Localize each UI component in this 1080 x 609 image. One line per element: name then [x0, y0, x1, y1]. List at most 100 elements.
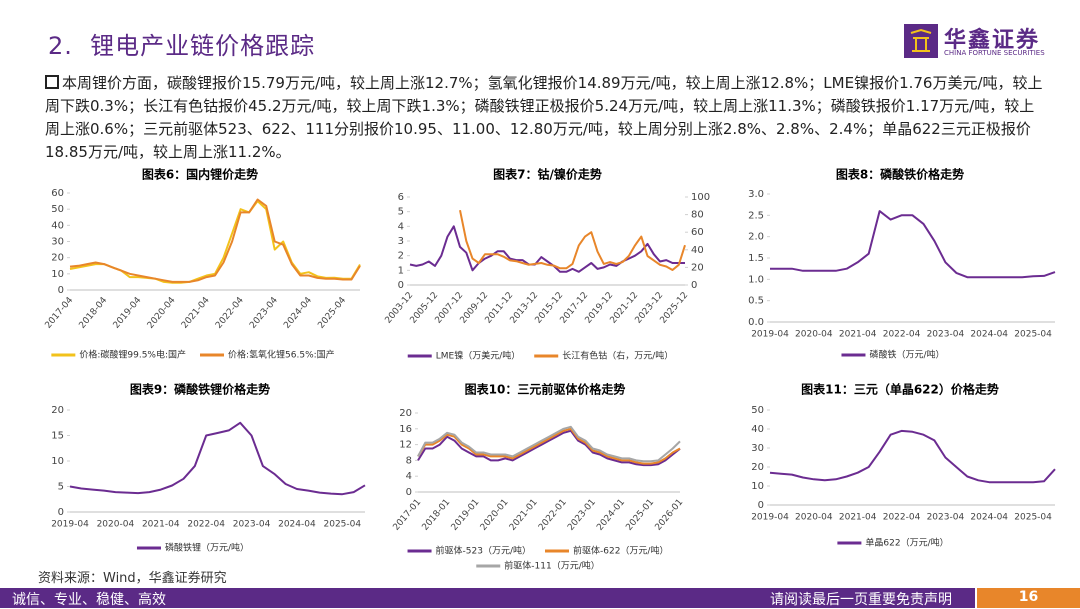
- legend-label: LME镍（万美元/吨）: [436, 350, 521, 362]
- legend: LME镍（万美元/吨） 长江有色钴（右，万元/吨）: [407, 350, 673, 362]
- legend-item: 前驱体-523（万元/吨）: [407, 545, 531, 557]
- y-tick-label: 10: [751, 481, 764, 492]
- x-tick-label: 2025-04: [324, 520, 362, 530]
- source: 资料来源：Wind，华鑫证券研究: [38, 571, 227, 586]
- y-tick-label: 80: [691, 210, 704, 221]
- y-tick-label: 8: [406, 455, 412, 466]
- legend-item: 单晶622（万元/吨）: [837, 537, 949, 549]
- y-tick-label: 40: [751, 424, 764, 435]
- summary-text: 本周锂价方面，碳酸锂报价15.79万元/吨，较上周上涨12.7%；氢氧化锂报价1…: [45, 74, 1043, 161]
- y-tick-label: 30: [751, 443, 764, 454]
- y-tick-label: 4: [406, 471, 412, 482]
- y-tick-label: 20: [51, 253, 64, 264]
- legend-label: 价格:碳酸锂99.5%电:国产: [79, 349, 186, 361]
- legend-item: 价格:氢氧化锂56.5%:国产: [200, 349, 335, 361]
- legend: 前驱体-523（万元/吨） 前驱体-622（万元/吨） 前驱体-111（万元/吨）: [407, 545, 668, 572]
- footer-disclaimer: 请阅读最后一页重要免责声明: [770, 592, 952, 608]
- y-tick-label: 20: [51, 405, 64, 416]
- legend-item: 磷酸铁（万元/吨）: [841, 349, 945, 361]
- y-tick-label: 40: [691, 245, 704, 256]
- y-tick-label: 0: [758, 500, 764, 511]
- x-tick-label: 2019-04: [51, 520, 89, 530]
- y-tick-label: 16: [399, 424, 412, 435]
- x-tick-label: 2022-04: [883, 330, 921, 340]
- y-tick-label: 4: [398, 221, 404, 232]
- series-line: [770, 210, 1056, 279]
- summary: 本周锂价方面，碳酸锂报价15.79万元/吨，较上周上涨12.7%；氢氧化锂报价1…: [45, 72, 1045, 164]
- x-tick-label: 2023-04: [233, 520, 271, 530]
- y-tick-label: 10: [51, 269, 64, 280]
- x-tick-label: 2021-04: [839, 513, 877, 523]
- y-tick-label: 40: [51, 220, 64, 231]
- x-tick-label: 2017-04: [43, 295, 75, 330]
- y-tick-label: 0: [58, 507, 64, 518]
- y-tick-label: 30: [51, 237, 64, 248]
- chart-title: 图表11：三元（单晶622）价格走势: [801, 382, 999, 397]
- series-line: [69, 200, 361, 284]
- x-tick-label: 2020-04: [795, 330, 833, 340]
- y-tick-label: 2: [398, 251, 404, 262]
- y-tick-label: 0: [58, 285, 64, 296]
- series-line: [459, 209, 686, 271]
- x-tick-label: 2024-04: [970, 330, 1008, 340]
- x-tick-label: 2024-04: [282, 295, 314, 330]
- y-tick-label: 6: [398, 192, 404, 203]
- y-tick-label: 2.0: [748, 232, 764, 243]
- page-title: 2. 锂电产业链价格跟踪: [48, 32, 316, 60]
- y-tick-label: 10: [51, 456, 64, 467]
- y-tick-label: 60: [51, 188, 64, 199]
- logo-subtitle: CHINA FORTUNE SECURITIES: [944, 49, 1045, 57]
- x-tick-label: 2020-04: [795, 513, 833, 523]
- chart: 图表7：钴/镍价走势01234560204060801002003-122005…: [383, 167, 710, 362]
- legend-item: 前驱体-622（万元/吨）: [545, 545, 668, 557]
- y-tick-label: 0: [406, 487, 412, 498]
- y-tick-label: 1: [398, 265, 404, 276]
- y-tick-label: 0: [398, 280, 404, 291]
- series-line: [417, 427, 681, 465]
- x-tick-label: 2025-04: [316, 295, 348, 330]
- logo-icon: [904, 24, 938, 58]
- y-tick-label: 0: [691, 280, 697, 291]
- legend-label: 前驱体-622（万元/吨）: [573, 545, 668, 557]
- x-tick-label: 2024-04: [970, 513, 1008, 523]
- y-tick-label: 3.0: [748, 189, 764, 200]
- chart: 图表8：磷酸铁价格走势 0.0 0.5 1.0 1.5 2.0 2.5 3.0 2019-04 2…: [748, 167, 1056, 361]
- chart: 图表6：国内锂价走势 0 10 20 30 40 50 60 2017-04 2018-04 201…: [43, 167, 361, 361]
- x-tick-label: 2019-04: [751, 330, 789, 340]
- page-number-box: [977, 588, 1080, 608]
- x-tick-label: 2022-04: [883, 513, 921, 523]
- chart-title: 图表7：钴/镍价走势: [493, 167, 602, 182]
- chart: 图表10：三元前驱体价格走势 0 4 8 12 16 20 2017-012018-01201…: [391, 382, 685, 572]
- x-tick-label: 2021-04: [839, 330, 877, 340]
- footer-slogan: 诚信、专业、稳健、高效: [12, 592, 166, 608]
- y-tick-label: 12: [399, 440, 412, 451]
- legend-label: 长江有色钴（右，万元/吨）: [562, 350, 673, 362]
- series-line: [769, 429, 1056, 484]
- x-tick-label: 2017-01: [391, 498, 423, 533]
- series-line: [417, 425, 681, 463]
- y-tick-label: 60: [691, 227, 704, 238]
- legend-label: 单晶622（万元/吨）: [865, 537, 948, 549]
- y-tick-label: 3: [398, 236, 404, 247]
- legend: 单晶622（万元/吨）: [837, 537, 949, 549]
- x-tick-label: 2023-04: [927, 513, 965, 523]
- y-tick-label: 0.5: [748, 296, 764, 307]
- legend: 价格:碳酸锂99.5%电:国产 价格:氢氧化锂56.5%:国产: [51, 349, 335, 361]
- y-tick-label: 0.0: [748, 317, 764, 328]
- y-tick-label: 20: [399, 408, 412, 419]
- chart: 图表9：磷酸铁锂价格走势 0 5 10 15 20 2019-04 2020-04 2021-0…: [51, 382, 366, 554]
- series-line: [409, 225, 685, 273]
- legend-item: LME镍（万美元/吨）: [407, 350, 521, 362]
- x-tick-label: 2025-04: [1014, 330, 1052, 340]
- y-tick-label: 15: [51, 431, 64, 442]
- legend-item: 价格:碳酸锂99.5%电:国产: [51, 349, 186, 361]
- y-tick-label: 50: [751, 405, 764, 416]
- legend-label: 磷酸铁（万元/吨）: [869, 349, 944, 361]
- legend-label: 磷酸铁锂（万元/吨）: [165, 542, 249, 554]
- x-tick-label: 2021-01: [508, 498, 540, 533]
- y-tick-label: 5: [58, 482, 64, 493]
- x-tick-label: 2024-01: [595, 498, 627, 533]
- x-tick-label: 2019-01: [450, 498, 482, 533]
- logo-name: 华鑫证券: [944, 28, 1041, 53]
